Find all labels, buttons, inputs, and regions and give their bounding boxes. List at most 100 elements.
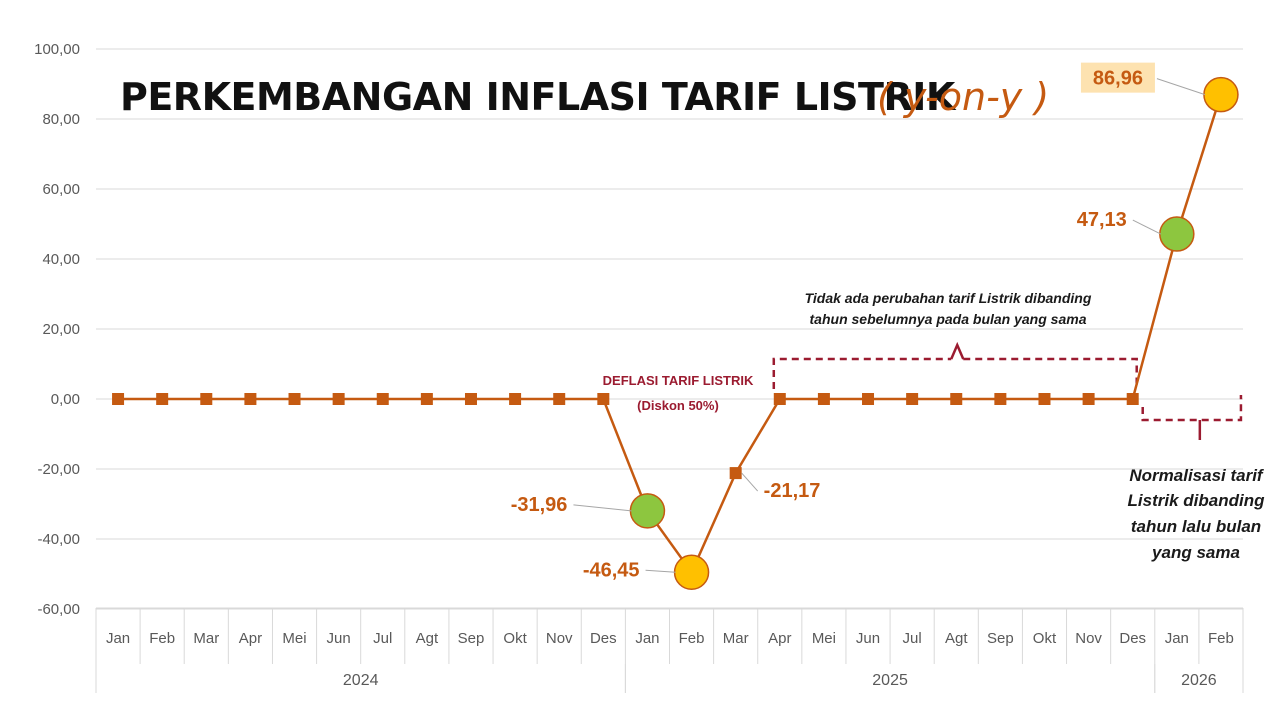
y-tick-label: -60,00 <box>37 601 80 618</box>
highlight-marker <box>629 493 666 529</box>
x-tick-label: Agt <box>416 630 439 647</box>
square-marker <box>509 393 522 405</box>
bracket-no-change <box>772 357 1138 389</box>
annotation-normalization-line2: Listrik dibanding <box>1128 491 1266 510</box>
data-label: 47,13 <box>1077 209 1127 231</box>
annotation-no-change-line2: tahun sebelumnya pada bulan yang sama <box>810 311 1087 327</box>
x-axis: Jan Feb Mar Apr Mei Jun Jul Agt Sep Okt Nov Des Jan F… <box>95 607 1244 693</box>
annotation-deflasi: DEFLASI TARIF LISTRIK (Diskon 50%) <box>603 373 754 413</box>
data-label: -21,17 <box>764 480 821 502</box>
square-marker <box>773 393 786 405</box>
square-marker <box>420 393 433 405</box>
x-tick-label: Mar <box>193 630 219 647</box>
series-line <box>118 94 1223 575</box>
year-label: 2026 <box>1181 672 1217 689</box>
square-marker <box>1126 393 1139 405</box>
annotation-no-change: Tidak ada perubahan tarif Listrik diband… <box>805 290 1092 327</box>
x-tick-label: Mar <box>723 630 749 647</box>
chart-subtitle: ( y-on-y ) <box>877 75 1049 119</box>
year-label: 2025 <box>872 672 908 689</box>
data-label-bg <box>1080 62 1155 93</box>
square-marker <box>553 393 566 405</box>
leader-line <box>1132 219 1162 235</box>
square-marker <box>288 393 301 405</box>
square-marker <box>994 393 1007 405</box>
leader-line <box>741 472 759 492</box>
y-tick-label: -40,00 <box>37 531 80 548</box>
square-marker <box>1082 393 1095 405</box>
y-tick-label: 20,00 <box>42 321 80 338</box>
year-label: 2024 <box>343 672 379 689</box>
x-tick-label: Okt <box>1033 630 1057 647</box>
annotation-deflasi-line2: (Diskon 50%) <box>637 398 719 413</box>
x-tick-label: Feb <box>1208 630 1234 647</box>
x-tick-label: Apr <box>239 630 262 647</box>
gridlines <box>96 48 1243 610</box>
square-marker <box>464 393 477 405</box>
square-marker <box>112 393 125 405</box>
leader-line <box>645 569 676 573</box>
highlight-marker <box>1159 216 1195 252</box>
annotation-normalization-line3: tahun lalu bulan <box>1131 517 1261 536</box>
annotation-normalization: Normalisasi tarif Listrik dibanding tahu… <box>1128 466 1266 562</box>
x-tick-label: Mei <box>812 630 836 647</box>
chart-title: PERKEMBANGAN INFLASI TARIF LISTRIK <box>120 75 957 119</box>
y-tick-label: 80,00 <box>42 111 80 128</box>
x-tick-label: Jun <box>856 630 880 647</box>
x-tick-label: Des <box>1119 630 1146 647</box>
y-tick-label: -20,00 <box>37 461 80 478</box>
data-label: -46,45 <box>583 559 640 581</box>
square-marker <box>906 393 919 405</box>
square-marker <box>597 393 610 405</box>
x-tick-label: Jan <box>635 630 659 647</box>
y-tick-label: 0,00 <box>51 391 80 408</box>
data-label: -31,96 <box>511 494 568 516</box>
x-tick-label: Jan <box>1165 630 1189 647</box>
x-tick-label: Mei <box>282 630 306 647</box>
x-tick-label: Sep <box>987 630 1014 647</box>
square-marker <box>200 393 213 405</box>
x-tick-label: Feb <box>679 630 705 647</box>
square-marker <box>376 393 389 405</box>
x-tick-label: Jul <box>373 630 392 647</box>
square-marker <box>817 393 830 405</box>
x-tick-label: Jan <box>106 630 130 647</box>
y-axis: 100,00 80,00 60,00 40,00 20,00 0,00 -20,00 -40,… <box>34 41 80 618</box>
annotation-normalization-line4: yang sama <box>1151 543 1240 562</box>
x-tick-label: Nov <box>1075 630 1102 647</box>
series-markers <box>112 76 1239 590</box>
square-marker <box>729 467 742 480</box>
x-tick-label: Jul <box>903 630 922 647</box>
leader-line <box>573 504 632 512</box>
x-tick-label: Feb <box>149 630 175 647</box>
y-tick-label: 100,00 <box>34 41 80 58</box>
highlight-marker <box>673 554 710 590</box>
square-marker <box>950 393 963 405</box>
annotation-normalization-line1: Normalisasi tarif <box>1129 466 1265 485</box>
annotation-no-change-line1: Tidak ada perubahan tarif Listrik diband… <box>805 290 1092 306</box>
bracket-no-change-tip <box>950 341 965 360</box>
square-marker <box>244 393 257 405</box>
x-tick-label: Apr <box>768 630 791 647</box>
square-marker <box>332 393 345 405</box>
x-tick-label: Des <box>590 630 617 647</box>
series-line <box>118 94 1223 575</box>
x-tick-label: Okt <box>503 630 527 647</box>
leader-line <box>1156 78 1206 96</box>
data-labels: -31,96 -46,45 -21,17 47,13 86,96 <box>511 62 1206 581</box>
x-tick-label: Agt <box>945 630 968 647</box>
highlight-marker <box>1203 76 1239 113</box>
square-marker <box>156 393 169 405</box>
x-tick-label: Sep <box>458 630 485 647</box>
annotation-deflasi-line1: DEFLASI TARIF LISTRIK <box>603 373 754 388</box>
square-marker <box>862 393 875 405</box>
bracket-normalization <box>1141 395 1243 422</box>
x-tick-label: Nov <box>546 630 573 647</box>
x-tick-label: Jun <box>327 630 351 647</box>
y-tick-label: 60,00 <box>42 181 80 198</box>
square-marker <box>1038 393 1051 405</box>
annotation-brackets <box>772 341 1243 440</box>
data-label: 86,96 <box>1093 68 1143 90</box>
y-tick-label: 40,00 <box>42 251 80 268</box>
